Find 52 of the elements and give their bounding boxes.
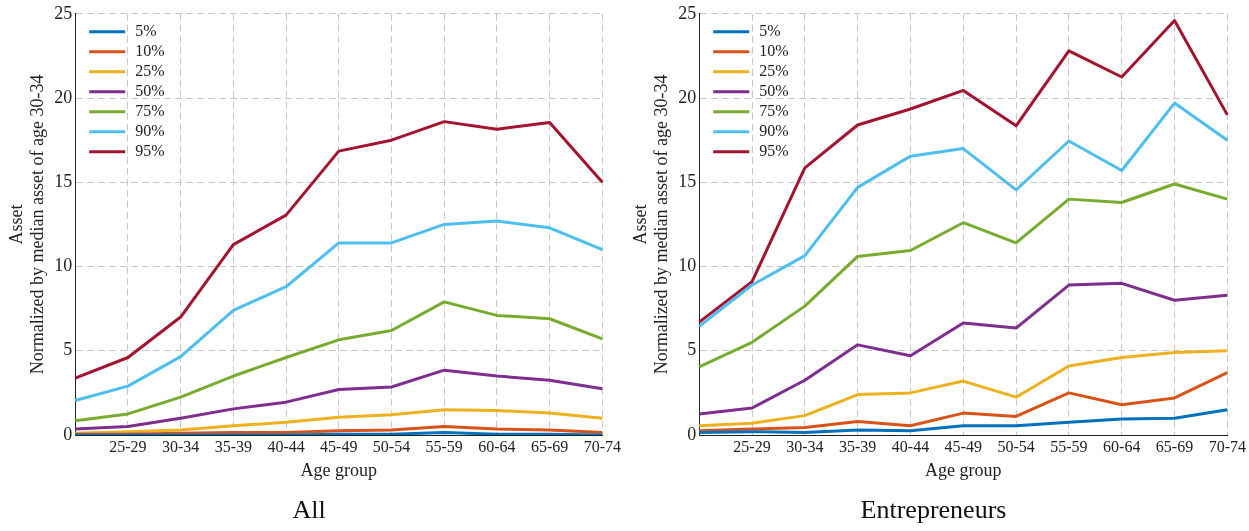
text: Entrepreneurs: [860, 495, 1007, 525]
legend-label: 50%: [135, 82, 165, 99]
y-tick-label: 10: [54, 255, 73, 276]
legend-label: 75%: [135, 102, 165, 119]
y-axis-title: Asset Normalized by median asset of age 30-34: [5, 74, 48, 375]
y-tick-label: 15: [678, 171, 697, 192]
y-tick-label: 25: [678, 2, 697, 23]
x-tick-label: 40-44: [891, 437, 930, 455]
legend-label: 90%: [759, 122, 789, 139]
x-tick-label: 60-64: [1103, 437, 1141, 455]
y-tick-label: 5: [687, 339, 697, 360]
legend-label: 90%: [135, 122, 165, 139]
x-axis-title: Age group: [925, 459, 1002, 480]
x-tick-label: 50-54: [372, 437, 411, 455]
x-tick-label: 30-34: [786, 437, 824, 455]
y-axis-title: Asset Normalized by median asset of age 30-34: [629, 74, 672, 375]
legend-label: 5%: [759, 22, 781, 39]
x-tick-label: 55-59: [425, 437, 463, 455]
x-tick-label: 25-29: [733, 437, 771, 455]
x-tick-label: 30-34: [161, 437, 200, 455]
legend-label: 5%: [135, 22, 157, 39]
y-tick-label: 25: [54, 2, 73, 23]
legend-label: 25%: [759, 62, 789, 79]
y-tick-label: 20: [54, 86, 73, 107]
x-tick-label: 45-49: [320, 437, 358, 455]
legend-label: 25%: [135, 62, 165, 79]
legend-label: 75%: [759, 102, 789, 119]
x-axis-title: Age group: [300, 459, 378, 480]
x-tick-label: 70-74: [583, 437, 621, 455]
y-tick-label: 5: [63, 339, 73, 360]
x-tick-label: 35-39: [214, 437, 252, 455]
x-tick-label: 25-29: [109, 437, 147, 455]
legend-label: 10%: [135, 42, 165, 59]
legend-label: 95%: [135, 142, 165, 159]
x-tick-label: 40-44: [267, 437, 305, 455]
x-tick-label: 50-54: [997, 437, 1035, 455]
y-tick-label: 20: [678, 86, 697, 107]
legend-label: 10%: [759, 42, 789, 59]
legend-label: 50%: [759, 82, 789, 99]
y-tick-label: 10: [678, 255, 697, 276]
x-tick-label: 45-49: [944, 437, 982, 455]
x-tick-label: 60-64: [478, 437, 516, 455]
x-tick-label: 35-39: [838, 437, 877, 455]
y-tick-label: 15: [54, 171, 73, 192]
x-tick-label: 65-69: [530, 437, 569, 455]
text: All: [292, 495, 326, 525]
y-tick-label: 0: [63, 423, 73, 444]
y-tick-label: 0: [687, 423, 697, 444]
x-tick-label: 70-74: [1208, 437, 1246, 455]
x-tick-label: 55-59: [1050, 437, 1088, 455]
legend-label: 95%: [759, 142, 789, 159]
x-tick-label: 65-69: [1155, 437, 1194, 455]
